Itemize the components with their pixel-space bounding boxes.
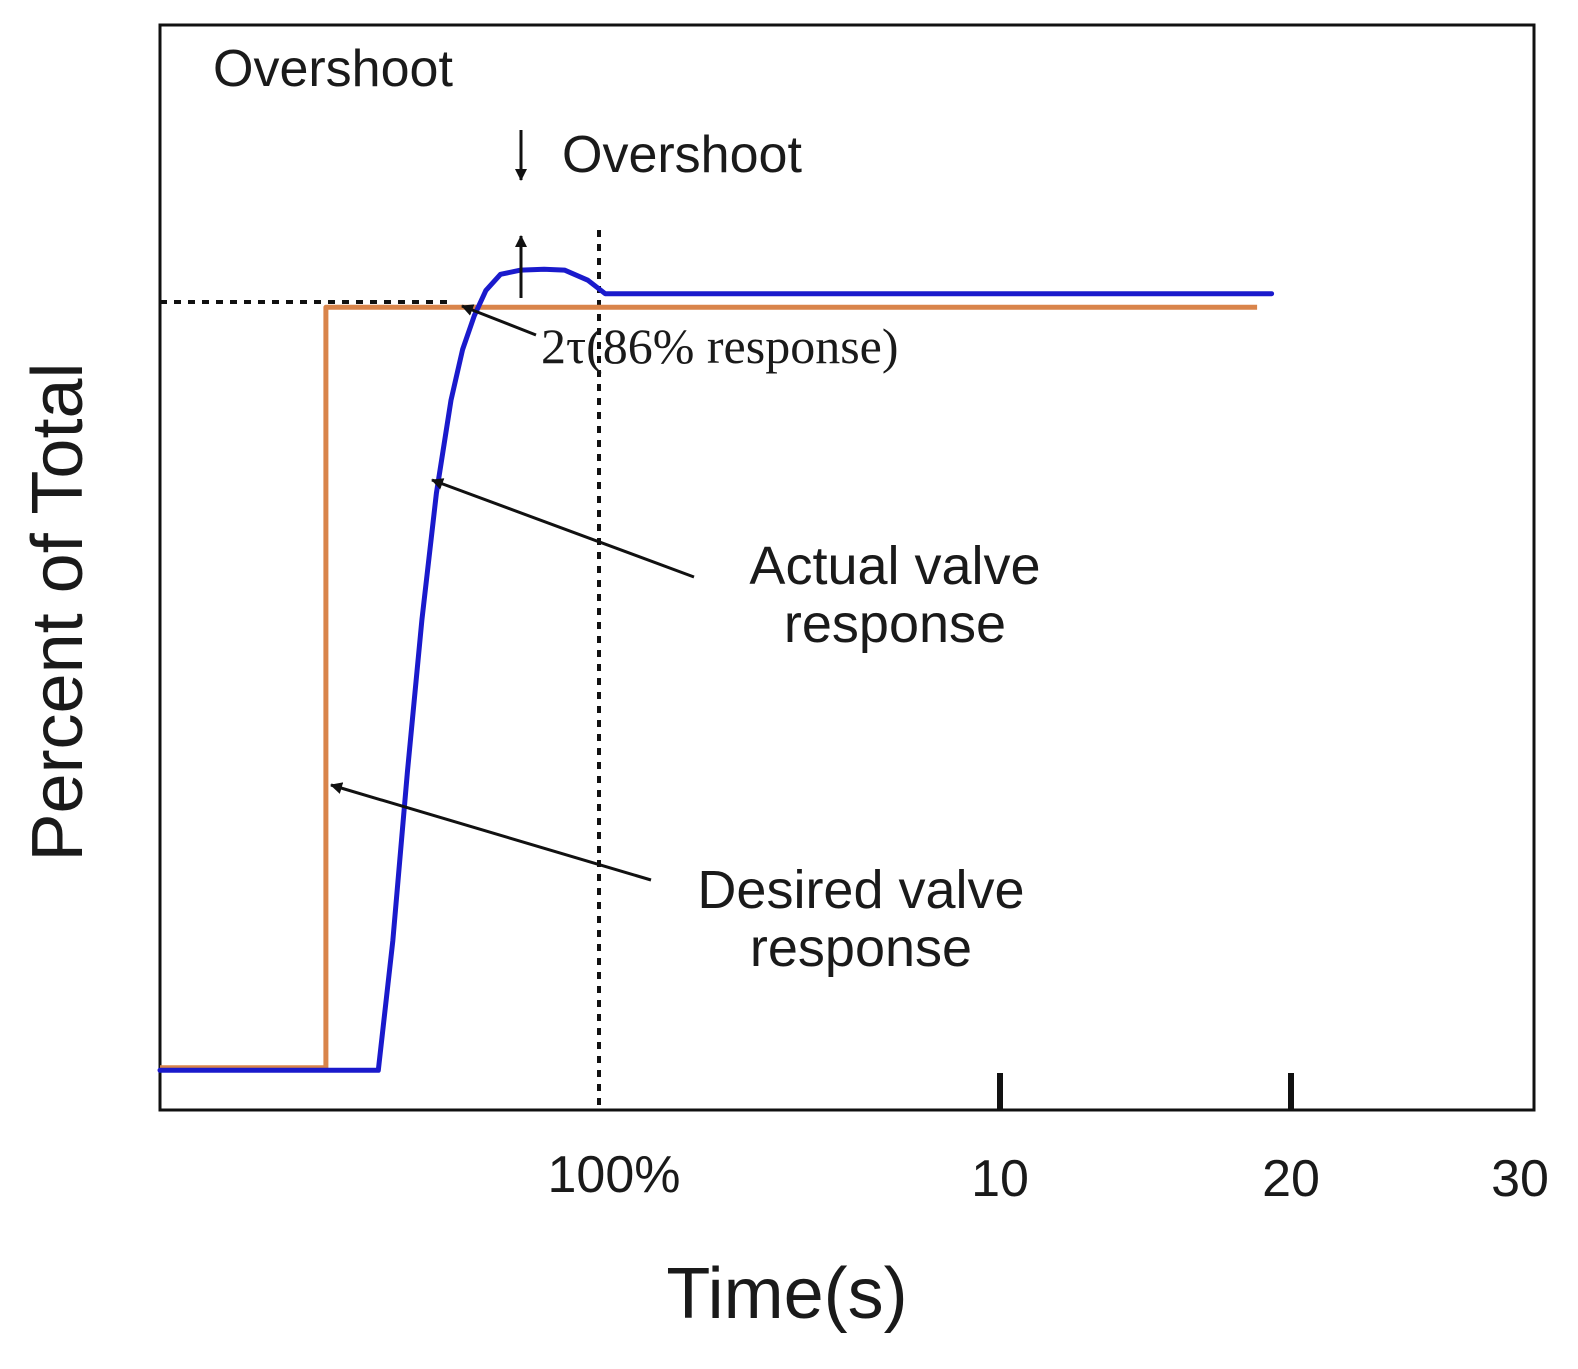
- actual-pointer-arrow: [431, 478, 695, 579]
- annotation-tau: 2τ(86% response): [541, 318, 899, 374]
- annotation-actual-line-2: response: [784, 594, 1006, 654]
- series-actual-line: [157, 266, 1275, 1073]
- desired-pointer-arrow: [330, 782, 652, 882]
- x-tick-label-30: 30: [1491, 1150, 1549, 1208]
- tau-pointer-arrow: [461, 304, 537, 337]
- x-tick-label-10: 10: [971, 1150, 1029, 1208]
- annotation-actual-line-1: Actual valve: [749, 536, 1040, 596]
- annotation-overshoot: Overshoot: [562, 126, 802, 184]
- plot-frame: [158, 23, 1536, 1112]
- x-axis-label: Time(s): [666, 1254, 907, 1334]
- x-tick-label-100-percent: 100%: [548, 1146, 681, 1204]
- y-axis-label: Percent of Total: [18, 363, 98, 862]
- chart-title: Overshoot: [213, 40, 453, 98]
- series-desired-line: [160, 304, 1258, 1071]
- annotation-desired-line-1: Desired valve: [697, 860, 1024, 920]
- x-tick-label-20: 20: [1262, 1150, 1320, 1208]
- annotation-desired-line-2: response: [750, 918, 972, 978]
